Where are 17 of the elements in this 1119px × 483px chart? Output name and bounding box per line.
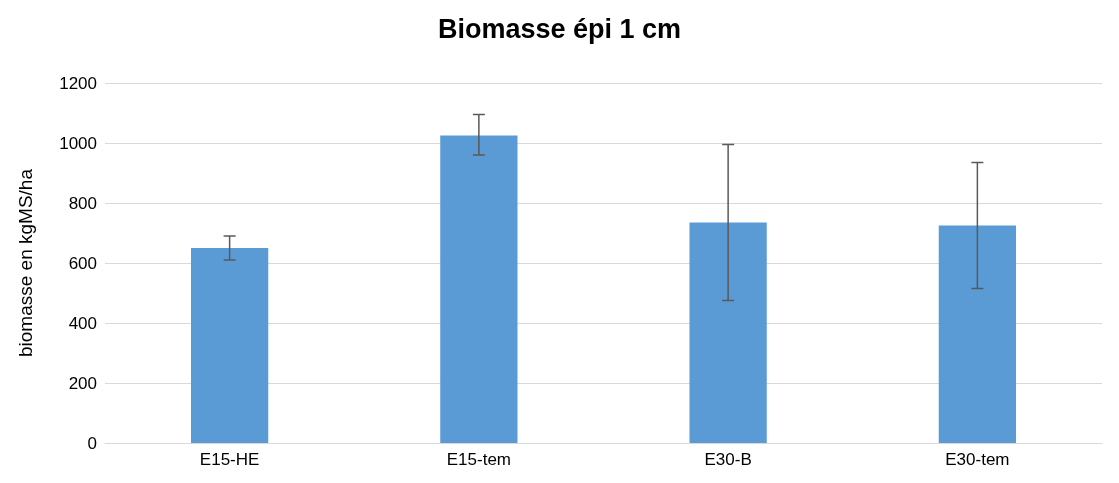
y-tick-label: 200 <box>68 373 97 393</box>
bar <box>689 222 767 443</box>
y-tick-label: 1000 <box>59 133 97 153</box>
x-tick-label: E15-HE <box>199 450 260 469</box>
y-tick-label: 600 <box>68 253 97 273</box>
x-tick-label: E15-tem <box>446 450 511 469</box>
x-tick-label: E30-B <box>704 450 752 469</box>
bar <box>938 225 1017 443</box>
x-tick-label: E30-tem <box>945 450 1010 469</box>
y-axis-title: biomasse en kgMS/ha <box>15 168 36 357</box>
chart-title: Biomasse épi 1 cm <box>437 13 682 44</box>
bar <box>190 248 269 443</box>
y-tick-label: 800 <box>68 193 97 213</box>
bar <box>440 135 518 443</box>
y-tick-label: 0 <box>87 433 97 453</box>
y-tick-label: 1200 <box>59 73 97 93</box>
y-tick-label: 400 <box>68 313 97 333</box>
